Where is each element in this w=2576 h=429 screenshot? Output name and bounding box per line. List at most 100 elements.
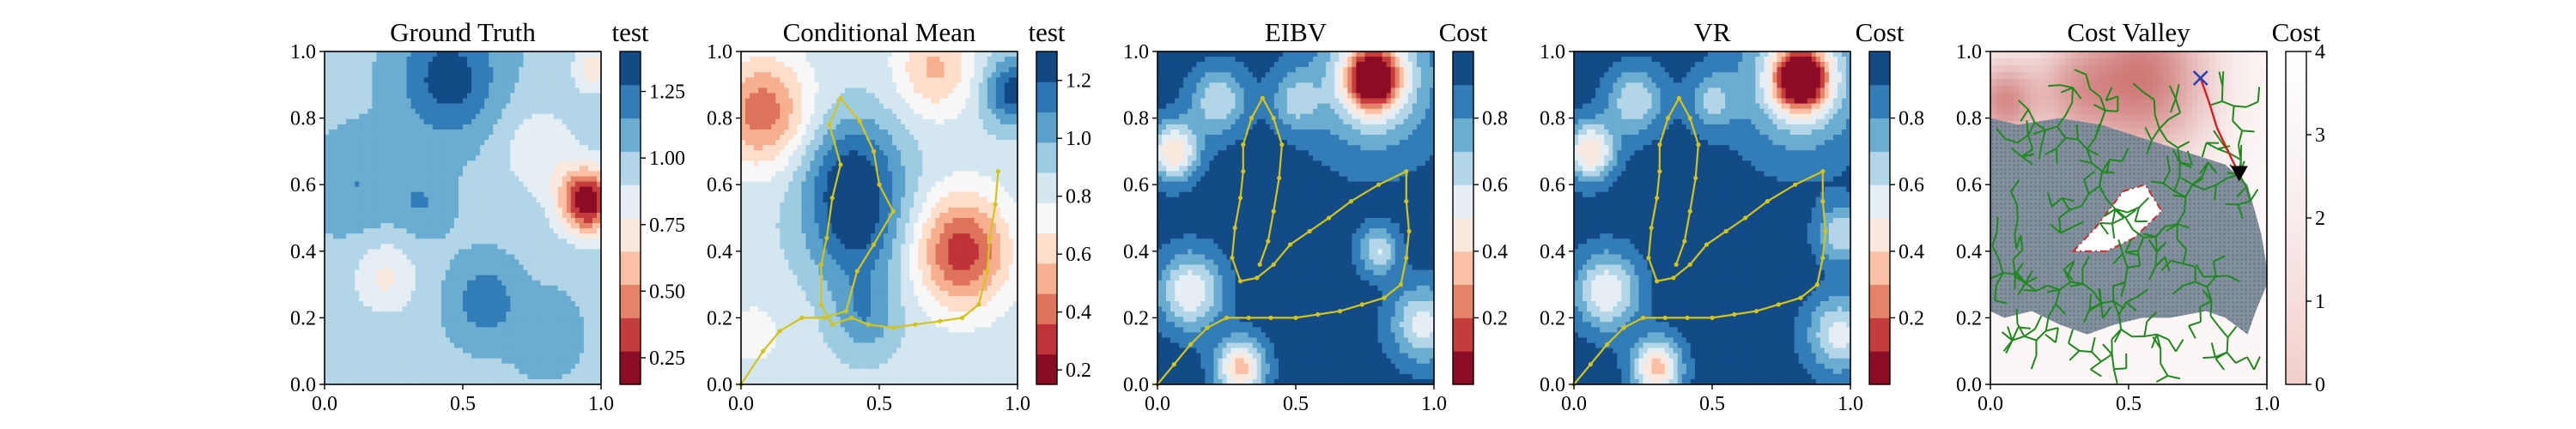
heatmap-cell xyxy=(489,202,494,208)
heatmap-cell xyxy=(931,113,937,120)
heatmap-cell xyxy=(436,306,442,312)
heatmap-cell xyxy=(909,67,914,73)
heatmap-cell xyxy=(592,57,598,63)
heatmap-cell xyxy=(355,353,360,360)
heatmap-cell xyxy=(532,88,538,94)
heatmap-cell xyxy=(445,72,451,78)
heatmap-cell xyxy=(519,285,525,292)
heatmap-cell xyxy=(557,337,563,344)
heatmap-cell xyxy=(536,212,542,219)
heatmap-cell xyxy=(1008,72,1014,78)
heatmap-cell xyxy=(476,67,481,73)
heatmap-cell xyxy=(961,62,967,68)
heatmap-cell xyxy=(333,373,338,380)
heatmap-cell xyxy=(557,363,563,370)
heatmap-cell xyxy=(350,171,355,178)
heatmap-cell xyxy=(471,135,477,141)
heatmap-cell xyxy=(333,218,338,224)
heatmap-cell xyxy=(363,327,368,333)
heatmap-cell xyxy=(844,108,850,115)
heatmap-cell xyxy=(436,113,442,120)
heatmap-cell xyxy=(557,249,563,256)
heatmap-cell xyxy=(428,51,434,57)
heatmap-cell xyxy=(337,196,343,203)
heatmap-cell xyxy=(544,264,550,271)
heatmap-cell xyxy=(423,259,429,266)
heatmap-cell xyxy=(840,82,846,89)
heatmap-cell xyxy=(848,103,854,110)
heatmap-cell xyxy=(493,322,498,328)
heatmap-cell xyxy=(368,108,373,115)
heatmap-cell xyxy=(489,280,494,287)
heatmap-cell xyxy=(497,176,502,183)
heatmap-cell xyxy=(342,113,347,120)
heatmap-cell xyxy=(432,98,438,105)
heatmap-cell xyxy=(987,57,993,63)
heatmap-cell xyxy=(939,93,945,100)
heatmap-cell xyxy=(325,311,330,317)
heatmap-cell xyxy=(372,269,377,276)
heatmap-cell xyxy=(410,113,416,120)
heatmap-cell xyxy=(355,207,360,214)
heatmap-cell xyxy=(440,98,447,105)
heatmap-cell xyxy=(415,301,421,307)
heatmap-cell xyxy=(333,135,338,141)
heatmap-cell xyxy=(423,212,429,219)
heatmap-cell xyxy=(514,290,520,297)
heatmap-cell xyxy=(428,280,434,287)
heatmap-cell xyxy=(325,118,330,125)
heatmap-cell xyxy=(449,160,455,166)
heatmap-cell xyxy=(372,171,377,178)
heatmap-cell xyxy=(449,239,455,245)
heatmap-cell xyxy=(987,77,993,83)
heatmap-cell xyxy=(453,306,459,312)
heatmap-cell xyxy=(410,72,416,78)
heatmap-cell xyxy=(484,57,489,63)
heatmap-cell xyxy=(350,228,355,234)
heatmap-cell xyxy=(991,72,997,78)
heatmap-cell xyxy=(510,254,515,261)
heatmap-cell xyxy=(745,118,750,125)
heatmap-cell xyxy=(440,259,447,266)
heatmap-cell xyxy=(423,93,429,100)
heatmap-cell xyxy=(363,373,368,380)
heatmap-cell xyxy=(325,347,330,354)
heatmap-cell xyxy=(999,103,1005,110)
heatmap-cell xyxy=(506,171,511,178)
heatmap-field xyxy=(741,51,1018,384)
heatmap-cell xyxy=(350,249,355,256)
heatmap-cell xyxy=(337,160,343,166)
heatmap-cell xyxy=(532,82,538,89)
heatmap-cell xyxy=(857,88,863,94)
heatmap-cell xyxy=(489,301,494,307)
heatmap-cell xyxy=(523,269,529,276)
heatmap-cell xyxy=(476,285,481,292)
heatmap-cell xyxy=(570,113,576,120)
heatmap-cell xyxy=(823,103,829,110)
heatmap-cell xyxy=(544,191,550,198)
heatmap-cell xyxy=(363,233,368,239)
heatmap-cell xyxy=(566,196,572,203)
heatmap-cell xyxy=(519,135,525,141)
heatmap-cell xyxy=(489,93,494,100)
heatmap-cell xyxy=(566,88,572,94)
heatmap-cell xyxy=(562,129,568,136)
heatmap-cell xyxy=(402,98,408,105)
heatmap-cell xyxy=(333,202,338,208)
heatmap-cell xyxy=(514,202,520,208)
heatmap-cell xyxy=(458,171,464,178)
heatmap-cell xyxy=(393,358,399,365)
heatmap-cell xyxy=(410,118,416,125)
heatmap-cell xyxy=(463,186,468,193)
heatmap-cell xyxy=(510,124,515,130)
heatmap-cell xyxy=(372,62,377,68)
heatmap-cell xyxy=(497,140,502,146)
heatmap-cell xyxy=(939,103,945,110)
heatmap-cell xyxy=(927,57,932,63)
heatmap-cell xyxy=(467,202,472,208)
heatmap-cell xyxy=(544,176,550,183)
heatmap-cell xyxy=(544,337,550,344)
heatmap-cell xyxy=(523,93,529,100)
heatmap-cell xyxy=(861,93,867,100)
heatmap-cell xyxy=(579,322,585,328)
